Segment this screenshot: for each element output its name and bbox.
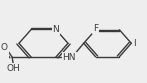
Text: HN: HN: [63, 53, 76, 62]
Text: OH: OH: [7, 64, 20, 73]
Text: F: F: [93, 24, 98, 33]
Text: O: O: [0, 43, 7, 52]
Text: I: I: [133, 39, 136, 48]
Text: N: N: [52, 25, 59, 34]
